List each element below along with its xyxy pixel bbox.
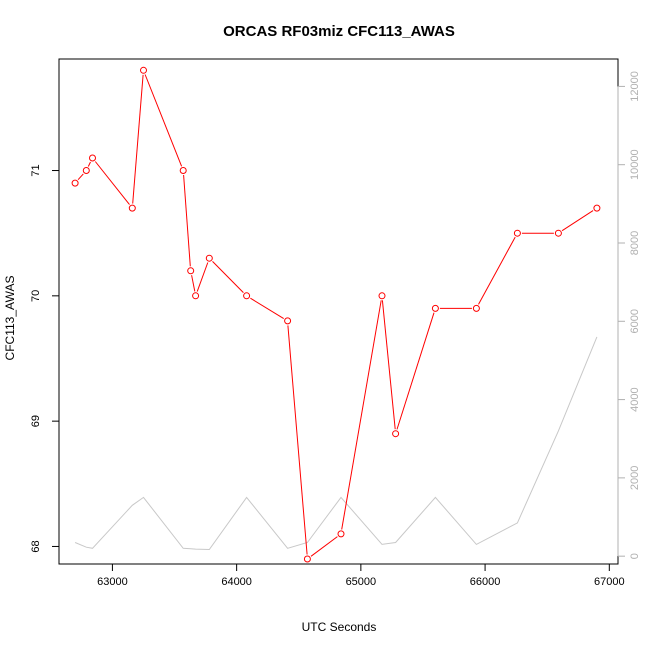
data-point <box>303 555 311 563</box>
primary-series-segment <box>478 236 516 305</box>
y-tick-label: 68 <box>30 540 42 552</box>
data-point <box>378 292 386 300</box>
data-point <box>243 292 251 300</box>
y-tick-label: 69 <box>30 415 42 427</box>
primary-series-segment <box>196 262 209 292</box>
primary-series-segment <box>381 300 396 430</box>
primary-series-segment <box>396 312 435 430</box>
primary-series-segment <box>212 261 244 293</box>
data-point <box>89 154 96 162</box>
data-point <box>284 317 292 325</box>
y2-tick-label: 2000 <box>629 466 641 490</box>
x-axis-label: UTC Seconds <box>302 620 377 634</box>
primary-series-segment <box>87 161 91 167</box>
primary-series-segment <box>132 74 144 204</box>
data-point <box>128 204 136 212</box>
plot-frame <box>58 58 619 565</box>
y2-tick-label: 6000 <box>629 309 641 333</box>
y2-tick-label: 10000 <box>629 149 641 180</box>
primary-series-layer <box>71 66 601 563</box>
secondary-series-layer <box>74 336 598 551</box>
data-point <box>472 304 480 312</box>
data-point <box>71 179 79 187</box>
data-point <box>337 530 345 538</box>
x-tick-label: 66000 <box>470 576 501 588</box>
y2-tick-label: 8000 <box>629 231 641 255</box>
data-point <box>179 167 187 174</box>
y-tick-label: 70 <box>30 290 42 302</box>
y2-tick-label: 4000 <box>629 387 641 411</box>
data-point <box>593 204 601 212</box>
primary-series-segment <box>191 275 196 292</box>
primary-series-segment <box>250 297 284 320</box>
x-tick-label: 67000 <box>594 576 625 588</box>
data-point <box>392 430 400 438</box>
x-tick-label: 64000 <box>221 576 252 588</box>
data-point <box>513 229 521 237</box>
x-tick-label: 65000 <box>346 576 377 588</box>
y2-tick-label: 0 <box>629 553 641 559</box>
y2-tick-label: 12000 <box>629 71 641 102</box>
data-point <box>205 254 213 262</box>
x-axis: 63000 64000 65000 66000 67000 <box>97 563 625 588</box>
primary-series-segment <box>561 210 594 232</box>
y-axis-label: CFC113_AWAS <box>3 276 17 361</box>
data-point <box>140 66 147 74</box>
primary-series-segment <box>183 174 191 267</box>
secondary-series-line <box>74 336 598 551</box>
primary-series-segment <box>287 325 308 555</box>
data-point <box>554 229 562 237</box>
primary-series-segment <box>77 173 84 181</box>
primary-series-segment <box>144 74 183 167</box>
primary-series-segment <box>341 300 382 530</box>
data-point <box>82 167 90 174</box>
data-point <box>431 304 439 312</box>
data-point <box>192 292 200 300</box>
primary-series-segment <box>310 536 338 557</box>
y-axis-left: 68 69 70 71 <box>30 164 59 553</box>
primary-series-segment <box>94 161 130 205</box>
chart-title: ORCAS RF03miz CFC113_AWAS <box>223 23 455 40</box>
y-tick-label: 71 <box>30 164 42 176</box>
data-point <box>187 267 195 275</box>
x-tick-label: 63000 <box>97 576 128 588</box>
y-axis-right: 0 2000 4000 6000 8000 10000 12000 <box>617 71 641 559</box>
